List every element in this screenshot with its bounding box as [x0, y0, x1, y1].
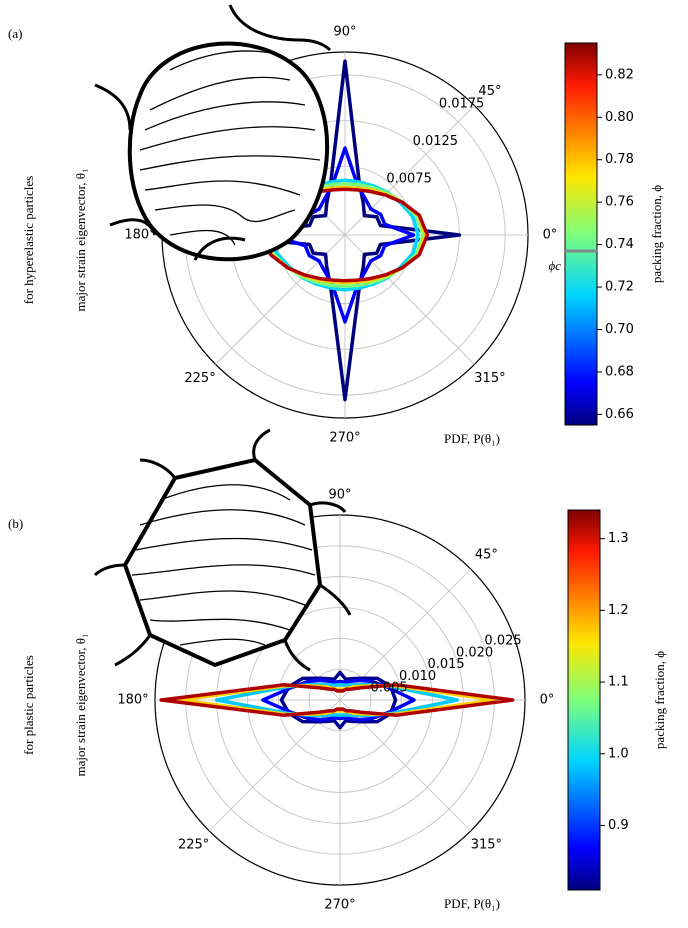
colorbar-tick-label: 0.68: [605, 364, 634, 379]
r-tick-label: 0.010: [399, 669, 436, 684]
colorbar-tick-label: 0.80: [605, 110, 634, 125]
theta-tick-label: 90°: [333, 25, 356, 40]
colorbar-tick-label: 0.66: [605, 407, 634, 422]
colorbar-tick-label: 0.70: [605, 322, 634, 337]
colorbar-tick-label: 0.78: [605, 152, 634, 167]
colorbar: [567, 509, 601, 891]
theta-tick-label: 270°: [329, 431, 360, 446]
side-title: for hyperelastic particles: [21, 176, 36, 305]
colorbar-tick-label: 0.76: [605, 195, 634, 210]
y-axis-label: major strain eigenvector, θ₁: [73, 168, 88, 311]
r-tick-label: 0.0175: [439, 96, 485, 111]
colorbar-tick-label: 0.74: [605, 237, 634, 252]
r-tick-label: 0.0125: [413, 134, 459, 149]
r-tick-label: 0.020: [456, 645, 493, 660]
panel-label: (b): [8, 516, 23, 531]
theta-tick-label: 45°: [478, 84, 501, 99]
theta-tick-label: 270°: [324, 898, 355, 913]
labels: 0° 45° 90° 180° 225° 270° 315° 0.0075 0.0125 0.01…: [8, 25, 667, 913]
side-title: for plastic particles: [21, 655, 36, 755]
theta-tick-label: 315°: [471, 837, 502, 852]
pdf-curve: [279, 670, 398, 730]
colorbar-label: packing fraction, ϕ: [649, 185, 664, 283]
theta-tick-label: 180°: [117, 693, 148, 708]
pdf-curve: [159, 683, 515, 717]
theta-tick-label: 225°: [178, 837, 209, 852]
x-axis-label: PDF, P(θ₁): [444, 896, 500, 911]
theta-grid-line: [344, 234, 475, 365]
theta-grid-line: [215, 234, 346, 365]
theta-tick-label: 90°: [328, 488, 351, 503]
colorbar-marker-label: ϕc: [549, 258, 562, 273]
colorbar-tick-label: 1.1: [608, 675, 629, 690]
inset-plastic: [93, 428, 352, 672]
pdf-curve: [214, 682, 459, 718]
r-tick-label: 0.005: [370, 681, 407, 696]
r-tick-label: 0.015: [427, 657, 464, 672]
theta-tick-label: 315°: [474, 371, 505, 386]
r-tick-label: 0.0075: [386, 171, 432, 186]
panel-label: (a): [8, 26, 22, 41]
colorbar-label: packing fraction, ϕ: [652, 651, 667, 749]
colorbar-tick-label: 0.9: [608, 818, 629, 833]
r-tick-label: 0.025: [484, 634, 521, 649]
inset-hyperelastic: [94, 4, 332, 262]
x-axis-label: PDF, P(θ₁): [444, 431, 500, 446]
theta-tick-label: 225°: [184, 371, 215, 386]
pdf-curve: [261, 678, 416, 722]
colorbar-tick-label: 0.72: [605, 280, 634, 295]
theta-tick-label: 0°: [543, 228, 558, 243]
theta-tick-label: 45°: [475, 548, 498, 563]
colorbar-tick-label: 0.82: [605, 67, 634, 82]
theta-tick-label: 180°: [124, 228, 155, 243]
theta-grid-line: [344, 105, 475, 236]
y-axis-label: major strain eigenvector, θ₁: [73, 633, 88, 776]
colorbar-tick-label: 1.0: [608, 746, 629, 761]
colorbar-tick-label: 1.2: [608, 603, 629, 618]
colorbar: [564, 42, 598, 426]
theta-tick-label: 0°: [540, 693, 555, 708]
colorbar-tick-label: 1.3: [608, 531, 629, 546]
